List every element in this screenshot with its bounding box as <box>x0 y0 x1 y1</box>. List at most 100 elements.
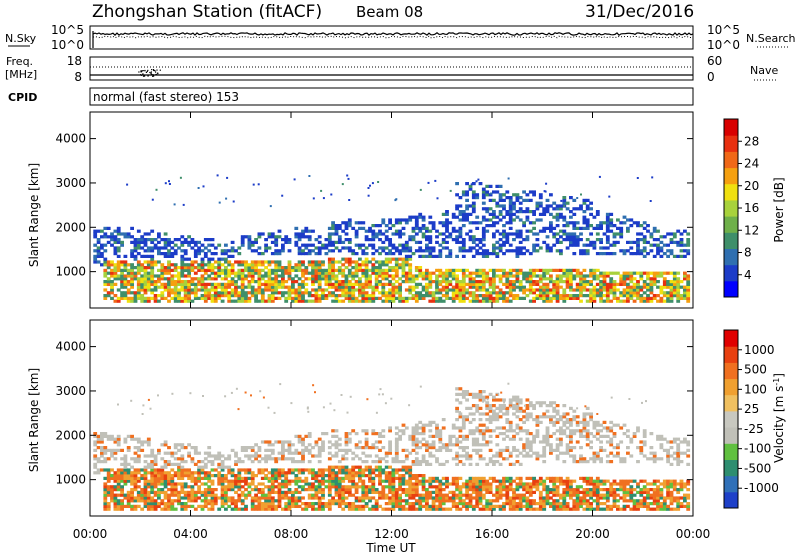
heatmap-cell <box>304 226 309 230</box>
heatmap-cell <box>555 249 560 253</box>
heatmap-cell <box>146 454 151 458</box>
heatmap-cell <box>425 496 429 500</box>
heatmap-cell <box>508 485 513 489</box>
heatmap-cell <box>518 252 523 256</box>
heatmap-cell <box>512 207 516 211</box>
heatmap-cell <box>485 499 490 503</box>
heatmap-cell <box>337 268 342 272</box>
heatmap-cell <box>438 434 443 438</box>
heatmap-cell <box>626 218 630 222</box>
heatmap-cell <box>451 493 456 497</box>
heatmap-cell <box>281 474 285 478</box>
heatmap-cell <box>595 212 600 216</box>
heatmap-cell <box>662 235 667 239</box>
heatmap-cell <box>368 280 372 284</box>
heatmap-cell <box>237 460 242 464</box>
heatmap-cell <box>378 260 382 264</box>
heatmap-cell <box>428 482 433 486</box>
heatmap-cell <box>394 490 399 494</box>
heatmap-cell <box>404 448 409 452</box>
heatmap-cell <box>666 296 670 300</box>
heatmap-cell <box>465 268 469 272</box>
heatmap-cell <box>485 184 490 188</box>
heatmap-cell <box>679 294 684 298</box>
heatmap-cell <box>230 499 235 503</box>
colorbar-tick-label: 12 <box>744 223 759 237</box>
heatmap-cell <box>438 268 443 272</box>
heatmap-cell <box>244 296 248 300</box>
heatmap-cell <box>441 274 446 278</box>
heatmap-cell <box>133 446 138 450</box>
heatmap-cell <box>576 197 579 199</box>
heatmap-cell <box>197 240 201 244</box>
heatmap-cell <box>431 420 436 424</box>
heatmap-cell <box>595 268 600 272</box>
heatmap-cell <box>337 299 342 303</box>
heatmap-cell <box>287 479 292 483</box>
heatmap-cell <box>364 485 369 489</box>
heatmap-cell <box>330 193 333 196</box>
heatmap-cell <box>126 499 131 503</box>
heatmap-cell <box>465 437 469 441</box>
heatmap-cell <box>545 288 550 292</box>
heatmap-cell <box>515 232 520 236</box>
heatmap-cell <box>465 496 469 500</box>
heatmap-cell <box>257 277 262 281</box>
colorbar-segment <box>724 167 738 185</box>
heatmap-cell <box>193 499 198 503</box>
heatmap-cell <box>237 485 242 489</box>
heatmap-cell <box>391 504 396 508</box>
heatmap-cell <box>291 280 295 284</box>
heatmap-cell <box>436 197 439 200</box>
heatmap-cell <box>508 291 513 295</box>
heatmap-cell <box>388 266 392 270</box>
heatmap-cell <box>683 294 687 298</box>
heatmap-cell <box>264 299 268 303</box>
heatmap-cell <box>485 488 490 492</box>
heatmap-cell <box>425 235 429 239</box>
heatmap-cell <box>498 493 503 497</box>
heatmap-cell <box>441 221 446 225</box>
heatmap-cell <box>592 246 597 250</box>
heatmap-cell <box>197 496 201 500</box>
heatmap-cell <box>619 299 624 303</box>
heatmap-cell <box>364 266 369 270</box>
heatmap-cell <box>394 229 399 233</box>
heatmap-cell <box>609 221 614 225</box>
heatmap-cell <box>153 468 158 472</box>
heatmap-cell <box>301 437 305 441</box>
heatmap-cell <box>532 296 536 300</box>
heatmap-cell <box>284 285 289 289</box>
heatmap-cell <box>508 288 513 292</box>
heatmap-cell <box>160 465 165 469</box>
heatmap-cell <box>622 252 627 256</box>
heatmap-cell <box>100 460 104 464</box>
heatmap-cell <box>612 252 617 256</box>
heatmap-cell <box>304 252 309 256</box>
heatmap-cell <box>599 246 603 250</box>
heatmap-cell <box>495 285 500 289</box>
heatmap-cell <box>659 246 664 250</box>
heatmap-cell <box>207 485 212 489</box>
heatmap-cell <box>170 296 175 300</box>
heatmap-cell <box>414 294 419 298</box>
heatmap-cell <box>461 243 466 247</box>
heatmap-cell <box>421 479 426 483</box>
heatmap-cell <box>461 504 466 508</box>
heatmap-cell <box>384 246 389 250</box>
heatmap-cell <box>599 240 603 244</box>
heatmap-cell <box>260 488 265 492</box>
heatmap-cell <box>334 282 339 286</box>
heatmap-cell <box>498 238 503 242</box>
heatmap-cell <box>495 294 500 298</box>
heatmap-cell <box>451 499 456 503</box>
heatmap-cell <box>96 229 101 233</box>
heatmap-cell <box>143 465 148 469</box>
heatmap-cell <box>203 246 208 250</box>
heatmap-cell <box>277 488 282 492</box>
heatmap-cell <box>461 502 466 506</box>
heatmap-cell <box>441 246 446 250</box>
heatmap-cell <box>458 415 463 419</box>
heatmap-cell <box>569 288 573 292</box>
heatmap-cell <box>270 488 275 492</box>
